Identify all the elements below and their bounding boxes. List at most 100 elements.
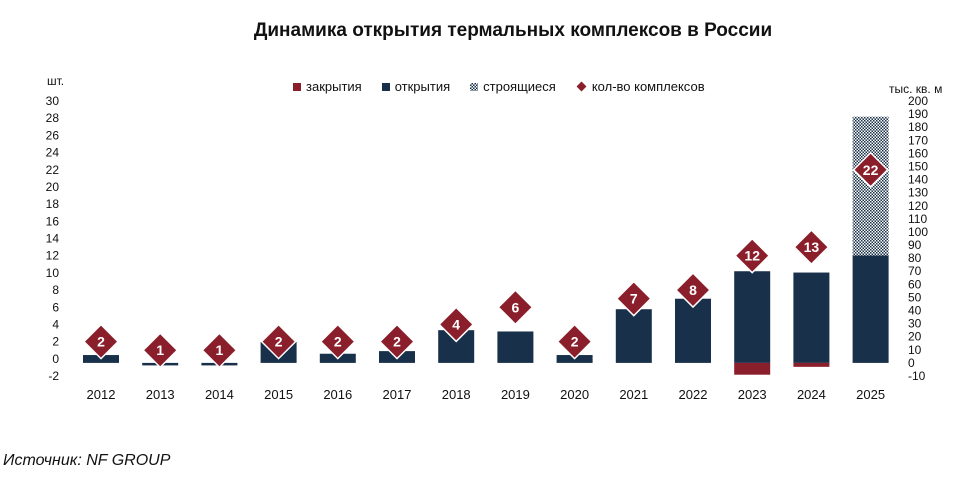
count-label: 2 [275, 334, 283, 350]
right-axis-tick: 30 [908, 317, 922, 331]
right-axis-tick: 160 [908, 146, 928, 160]
legend-label-opening: открытия [394, 79, 451, 94]
bar-closing [734, 362, 771, 375]
count-marker [319, 323, 356, 360]
right-axis-tick: 80 [908, 251, 922, 265]
legend-swatch-building [470, 82, 479, 91]
x-axis-tick: 2023 [738, 387, 767, 402]
right-axis-tick: 40 [908, 304, 922, 318]
right-axis-tick: 100 [908, 225, 928, 239]
x-axis-tick: 2018 [442, 387, 471, 402]
count-marker [378, 323, 416, 360]
count-label: 4 [452, 316, 460, 332]
right-axis-tick: 10 [908, 343, 922, 357]
left-axis-tick: 4 [52, 317, 59, 331]
left-axis-tick: 2 [52, 335, 59, 349]
bar-opening [497, 331, 534, 363]
left-axis-tick: 28 [46, 111, 60, 125]
left-axis-tick: 24 [46, 146, 60, 160]
count-label: 6 [512, 299, 520, 315]
right-axis-tick: 90 [908, 238, 922, 252]
count-label: 2 [393, 334, 401, 350]
legend-item-count: кол-во комплексов [576, 79, 705, 94]
count-marker [142, 332, 179, 369]
left-axis-tick: 18 [46, 197, 60, 211]
count-marker [497, 289, 534, 326]
bar-opening [734, 271, 771, 363]
x-axis-tick: 2015 [264, 387, 293, 402]
count-marker [201, 332, 238, 369]
legend-swatch-opening [381, 82, 390, 91]
left-axis-unit: шт. [47, 74, 65, 88]
x-axis-tick: 2013 [146, 387, 175, 402]
chart-title: Динамика открытия термальных комплексов … [253, 20, 773, 41]
right-axis-tick: 130 [908, 186, 928, 200]
left-axis-tick: 8 [52, 283, 59, 297]
x-axis-tick: 2022 [679, 387, 708, 402]
count-label: 22 [863, 162, 879, 178]
legend-item-closing: закрытия [293, 79, 362, 94]
legend-item-opening: открытия [381, 79, 451, 94]
legend-swatch-closing [293, 82, 301, 91]
x-axis-tick: 2024 [797, 387, 826, 402]
count-marker [82, 323, 120, 360]
right-axis-tick: 50 [908, 290, 922, 304]
left-axis-tick: 30 [46, 94, 60, 108]
count-marker [674, 272, 712, 309]
bar-opening [615, 309, 652, 363]
x-axis-tick: 2017 [383, 387, 412, 402]
right-axis-tick: -10 [908, 369, 926, 383]
right-axis-unit: тыс. кв. м [889, 82, 943, 96]
bar-opening [675, 298, 711, 363]
left-axis-tick: 12 [46, 249, 60, 263]
right-axis-tick: 170 [908, 133, 928, 147]
x-axis-tick: 2019 [501, 387, 530, 402]
count-marker [793, 229, 830, 266]
count-marker [615, 280, 652, 317]
left-axis-tick: 14 [46, 232, 60, 246]
source-note: Источник: NF GROUP [3, 452, 171, 469]
right-axis-tick: 150 [908, 159, 928, 173]
right-axis-tick: 120 [908, 199, 928, 213]
right-axis-tick: 60 [908, 277, 922, 291]
right-axis-tick: 0 [908, 356, 915, 370]
left-axis-tick: -2 [48, 369, 59, 383]
x-axis-tick: 2025 [856, 387, 885, 402]
x-axis-tick: 2012 [87, 387, 116, 402]
legend-label-building: строящиеся [483, 79, 556, 94]
count-label: 13 [804, 239, 820, 255]
left-axis-tick: 22 [46, 163, 60, 177]
left-axis-tick: 20 [46, 180, 60, 194]
x-axis-tick: 2021 [619, 387, 648, 402]
count-marker [556, 323, 593, 360]
count-label: 2 [334, 334, 342, 350]
count-marker [260, 323, 297, 360]
count-marker [852, 151, 889, 188]
count-label: 2 [571, 334, 579, 350]
left-axis-tick: 6 [52, 300, 59, 314]
bar-opening [852, 255, 889, 363]
right-axis-tick: 110 [908, 212, 927, 226]
count-marker [734, 237, 771, 274]
left-axis-tick: 10 [46, 266, 60, 280]
bar-closing [793, 362, 830, 367]
left-axis-tick: 0 [52, 352, 59, 366]
x-axis-tick: 2016 [323, 387, 352, 402]
left-axis-tick: 26 [46, 128, 60, 142]
right-axis-tick: 190 [908, 107, 928, 121]
right-axis-tick: 20 [908, 330, 922, 344]
count-marker [438, 306, 475, 343]
count-label: 12 [744, 248, 760, 264]
count-label: 1 [156, 342, 164, 358]
x-axis-tick: 2020 [560, 387, 589, 402]
legend-label-count: кол-во комплексов [591, 79, 705, 94]
right-axis-tick: 200 [908, 94, 928, 108]
legend-item-building: строящиеся [470, 79, 556, 94]
count-label: 1 [216, 342, 224, 358]
count-label: 7 [630, 291, 638, 307]
count-label: 2 [97, 334, 105, 350]
x-axis-tick: 2014 [205, 387, 234, 402]
legend: закрытия открытия строящиеся кол-во комп… [293, 79, 705, 94]
right-axis-tick: 70 [908, 264, 922, 278]
